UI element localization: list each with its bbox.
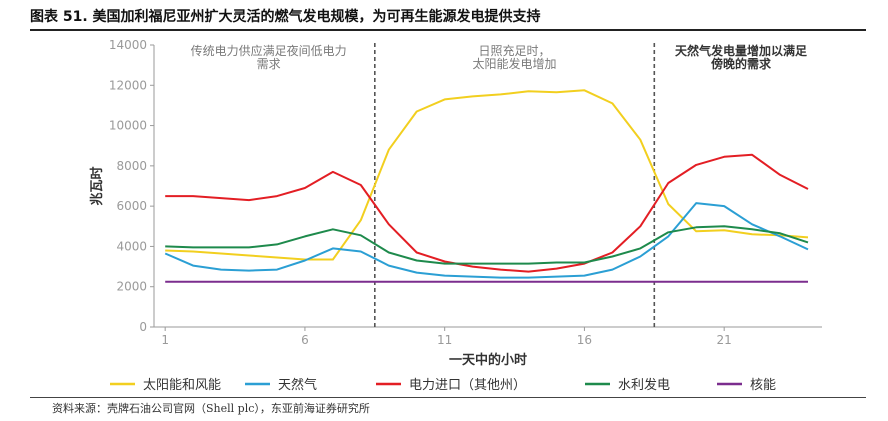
y-tick-label: 0 xyxy=(139,320,147,334)
x-tick-label: 21 xyxy=(717,333,732,347)
chart-annotation: 日照充足时， xyxy=(479,43,551,58)
series-line-2 xyxy=(165,153,809,273)
chart-legend: 太阳能和风能 天然气 电力进口（其他州） 水利发电 核能 xyxy=(110,377,776,393)
x-tick-label: 6 xyxy=(301,333,309,347)
x-axis-title: 一天中的小时 xyxy=(449,352,527,368)
legend-label: 核能 xyxy=(750,378,776,393)
y-tick-label: 8000 xyxy=(116,159,147,173)
y-tick-label: 10000 xyxy=(109,119,147,133)
source-rule xyxy=(30,397,866,398)
legend-label: 太阳能和风能 xyxy=(143,378,221,393)
x-tick-label: 1 xyxy=(161,333,169,347)
series-line-3 xyxy=(165,225,809,265)
y-tick-label: 12000 xyxy=(109,78,147,92)
x-tick-label: 11 xyxy=(437,333,452,347)
chart-annotation: 傍晚的需求 xyxy=(711,56,772,71)
y-tick-label: 2000 xyxy=(116,280,147,294)
chart-annotation: 需求 xyxy=(257,57,281,71)
y-tick-label: 14000 xyxy=(109,38,147,52)
x-tick-label: 16 xyxy=(577,333,592,347)
figure-title: 图表 51. 美国加利福尼亚州扩大灵活的燃气发电规模，为可再生能源发电提供支持 xyxy=(30,9,541,25)
chart-annotation: 传统电力供应满足夜间低电力 xyxy=(191,43,347,58)
y-axis-title: 兆瓦时 xyxy=(89,166,105,205)
y-tick-label: 6000 xyxy=(116,199,147,213)
series-line-0 xyxy=(165,89,809,261)
chart-annotation: 天然气发电量增加以满足 xyxy=(675,43,807,58)
chart-annotation: 太阳能发电增加 xyxy=(473,56,557,71)
y-tick-label: 4000 xyxy=(116,239,147,253)
legend-label: 电力进口（其他州） xyxy=(409,378,526,393)
legend-label: 天然气 xyxy=(278,377,317,393)
legend-label: 水利发电 xyxy=(618,377,670,393)
title-rule xyxy=(30,29,866,31)
series-line-1 xyxy=(164,202,809,279)
figure-source: 资料来源：壳牌石油公司官网（Shell plc），东亚前海证券研究所 xyxy=(52,402,370,415)
